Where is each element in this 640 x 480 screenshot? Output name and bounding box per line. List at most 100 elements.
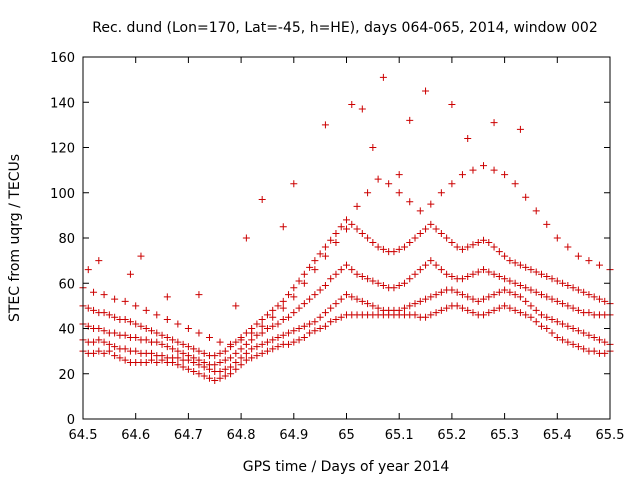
data-point (343, 216, 350, 224)
data-point (321, 252, 329, 260)
data-point (216, 374, 224, 382)
data-point (559, 300, 567, 308)
data-point (453, 288, 461, 296)
data-point (221, 356, 229, 364)
data-point (601, 297, 609, 305)
data-point (232, 365, 240, 373)
data-point (569, 340, 577, 348)
data-point (385, 180, 393, 188)
x-tick-label: 65.5 (596, 428, 625, 443)
data-point (469, 270, 477, 278)
data-point (369, 144, 377, 151)
data-point (448, 180, 456, 188)
y-tick-label: 60 (58, 277, 75, 292)
data-point (464, 134, 472, 142)
data-point (184, 325, 192, 332)
data-point (137, 252, 145, 260)
data-point (474, 239, 482, 247)
data-point (353, 295, 361, 303)
data-point (316, 250, 324, 258)
data-point (343, 225, 350, 233)
data-point (490, 306, 498, 314)
data-point (448, 101, 456, 109)
data-point (163, 293, 171, 301)
data-point (411, 311, 419, 319)
data-point (453, 302, 461, 310)
data-point (142, 325, 150, 332)
data-point (179, 340, 187, 348)
data-point (321, 322, 329, 330)
data-point (501, 275, 509, 283)
data-point (580, 345, 588, 353)
data-point (427, 293, 435, 301)
data-point (358, 297, 366, 305)
data-point (148, 327, 156, 335)
y-tick-label: 120 (50, 142, 75, 157)
data-point (295, 304, 303, 312)
data-point (179, 363, 187, 371)
data-point (174, 361, 182, 369)
data-point (400, 304, 408, 312)
data-point (100, 309, 108, 317)
data-point (242, 356, 250, 364)
data-point (422, 225, 430, 233)
data-point (258, 196, 266, 204)
x-tick-label: 64.6 (121, 428, 150, 443)
data-point (437, 189, 445, 197)
data-point (364, 300, 372, 308)
data-point (569, 284, 577, 292)
data-point (416, 229, 424, 237)
data-point (111, 343, 119, 351)
data-point (453, 243, 461, 251)
data-point (464, 272, 472, 280)
data-point (258, 315, 266, 323)
x-axis-ticks: 64.5 64.6 64.7 64.8 64.9 65 65.1 65.2 65.3 65.4 65… (69, 57, 625, 443)
x-tick-label: 65 (338, 428, 355, 443)
data-point (395, 189, 403, 197)
x-tick-label: 64.7 (174, 428, 203, 443)
data-point (306, 295, 314, 303)
data-point (353, 225, 361, 233)
data-point (516, 309, 524, 317)
data-point (121, 356, 129, 364)
data-point (279, 315, 287, 323)
data-point (585, 331, 593, 339)
data-point (364, 234, 372, 242)
data-point (184, 352, 192, 360)
data-point (485, 309, 493, 317)
data-point (564, 243, 572, 251)
data-point (274, 334, 282, 342)
data-point (432, 309, 440, 317)
data-point (358, 229, 366, 237)
data-point (406, 198, 414, 206)
data-point (522, 193, 530, 201)
data-point (153, 338, 161, 346)
data-point (84, 266, 92, 274)
x-tick-label: 65.3 (490, 428, 519, 443)
data-point (395, 245, 403, 253)
data-point (216, 338, 224, 346)
data-point (511, 279, 519, 287)
data-point (564, 302, 572, 310)
data-point (480, 266, 488, 274)
data-point (432, 291, 440, 299)
data-point (532, 207, 540, 215)
data-point (432, 225, 440, 233)
data-point (400, 279, 408, 287)
data-point (427, 220, 435, 228)
data-point (390, 248, 398, 256)
data-point (258, 349, 266, 357)
data-point (290, 327, 298, 335)
data-point (95, 325, 103, 332)
data-point (321, 121, 329, 129)
data-point (221, 372, 229, 380)
data-point (327, 304, 335, 312)
data-point (279, 297, 287, 305)
data-point (242, 234, 250, 242)
data-point (437, 306, 445, 314)
data-point (464, 293, 472, 301)
data-point (95, 347, 103, 355)
data-point (553, 334, 561, 342)
data-point (132, 334, 140, 342)
data-point (443, 270, 451, 278)
